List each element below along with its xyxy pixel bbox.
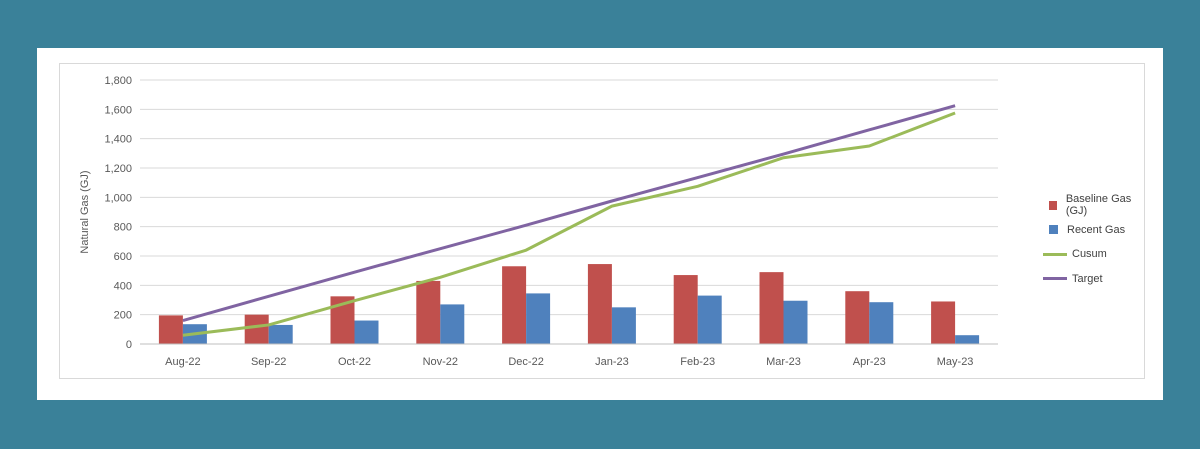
- legend-label: Recent Gas: [1067, 223, 1126, 236]
- x-tick-label: Aug-22: [165, 356, 200, 368]
- chart-panel: 0 200 400 600 800 1,000 1,200 1,400 1,600 1,800 Na…: [37, 48, 1163, 400]
- recent-bar: [783, 300, 808, 344]
- recent-bar: [354, 320, 379, 344]
- legend-label: Cusum: [1072, 248, 1107, 261]
- baseline-bar: [158, 315, 183, 344]
- baseline-bar: [244, 314, 269, 344]
- x-tick-label: May-23: [937, 356, 974, 368]
- x-tick-label: Jan-23: [595, 356, 629, 368]
- y-tick-label: 0: [126, 339, 132, 351]
- legend-swatch: [1043, 277, 1067, 281]
- baseline-bar: [759, 272, 784, 344]
- legend-swatch: [1049, 225, 1058, 235]
- y-tick-label: 600: [114, 251, 132, 263]
- y-tick-label: 200: [114, 310, 132, 322]
- chart-frame: 0 200 400 600 800 1,000 1,200 1,400 1,600 1,800 Na…: [59, 63, 1145, 379]
- y-tick-label: 400: [114, 280, 132, 292]
- legend-item: Target: [1043, 267, 1144, 292]
- y-tick-label: 800: [114, 222, 132, 234]
- baseline-bar: [587, 264, 612, 344]
- y-tick-label: 1,400: [104, 134, 132, 146]
- y-tick-label: 1,600: [104, 104, 132, 116]
- target-line: [182, 104, 956, 322]
- x-tick-label: Sep-22: [251, 356, 286, 368]
- legend-swatch: [1049, 200, 1057, 210]
- legend-label: Baseline Gas (GJ): [1065, 193, 1132, 218]
- recent-bar: [955, 335, 980, 344]
- legend-item: Baseline Gas (GJ): [1043, 193, 1144, 218]
- y-tick-label: 1,200: [104, 163, 132, 175]
- y-tick-label: 1,000: [104, 192, 132, 204]
- baseline-bar: [931, 301, 956, 344]
- legend-item: Recent Gas: [1043, 218, 1144, 243]
- y-axis-label: Natural Gas (GJ): [79, 170, 91, 253]
- baseline-bar: [416, 280, 441, 344]
- legend-label: Target: [1072, 272, 1103, 285]
- x-tick-label: Oct-22: [338, 356, 371, 368]
- recent-bar: [268, 324, 293, 344]
- cusum-line: [182, 111, 956, 337]
- baseline-bar: [673, 275, 698, 344]
- recent-bar: [611, 307, 636, 344]
- x-tick-label: Feb-23: [680, 356, 715, 368]
- x-tick-label: Apr-23: [853, 356, 886, 368]
- recent-bar: [440, 304, 465, 344]
- recent-bar: [869, 302, 894, 344]
- baseline-bar: [502, 266, 527, 344]
- gas-chart: 0 200 400 600 800 1,000 1,200 1,400 1,600 1,800 Na…: [79, 75, 998, 368]
- x-tick-label: Dec-22: [508, 356, 543, 368]
- x-tick-label: Nov-22: [423, 356, 458, 368]
- legend-item: Cusum: [1043, 242, 1144, 267]
- recent-bar: [697, 295, 722, 344]
- chart-legend: Baseline Gas (GJ) Recent Gas Cusum Target: [1043, 193, 1144, 291]
- recent-bar: [526, 293, 551, 344]
- baseline-bar: [845, 291, 870, 344]
- y-tick-label: 1,800: [104, 75, 132, 87]
- legend-swatch: [1043, 252, 1067, 256]
- x-tick-label: Mar-23: [766, 356, 801, 368]
